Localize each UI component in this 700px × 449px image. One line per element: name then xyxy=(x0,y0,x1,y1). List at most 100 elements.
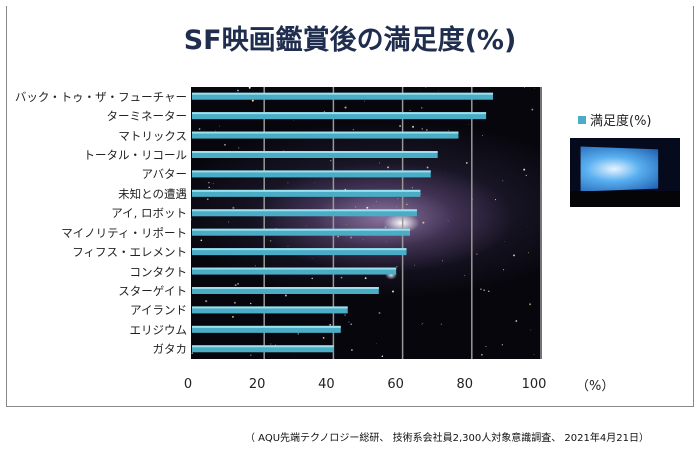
star xyxy=(329,159,332,162)
star xyxy=(502,180,504,182)
x-axis-unit: （%） xyxy=(576,379,615,394)
star xyxy=(533,354,535,355)
star xyxy=(421,107,423,109)
star xyxy=(287,245,289,247)
star xyxy=(340,276,343,279)
star xyxy=(238,147,240,149)
star xyxy=(447,220,449,222)
bar xyxy=(192,287,379,294)
star xyxy=(480,353,483,356)
bar xyxy=(192,92,494,100)
star xyxy=(233,301,236,304)
star xyxy=(523,87,525,88)
bar xyxy=(192,325,341,333)
bar xyxy=(192,209,417,217)
y-tick-label: マイノリティ・リポート xyxy=(61,225,187,240)
y-tick-label: マトリックス xyxy=(118,128,187,143)
star xyxy=(440,323,442,325)
y-tick-label: アイランド xyxy=(130,303,187,318)
star xyxy=(366,206,369,209)
star xyxy=(480,288,482,290)
star xyxy=(269,240,272,242)
y-tick-label: アバター xyxy=(141,167,187,182)
star xyxy=(464,275,466,276)
x-tick-label: 40 xyxy=(318,377,335,392)
star xyxy=(231,315,234,318)
y-tick-label: コンタクト xyxy=(129,264,188,279)
star xyxy=(513,254,515,257)
bar-highlight xyxy=(192,248,407,251)
star xyxy=(376,343,377,344)
y-tick-label: ターミネーター xyxy=(106,109,188,124)
bar-highlight xyxy=(192,345,334,348)
star xyxy=(249,302,252,305)
star xyxy=(411,187,413,189)
chart-frame xyxy=(6,6,694,407)
star xyxy=(529,303,532,306)
star xyxy=(350,323,352,325)
bar-highlight xyxy=(192,209,417,212)
star xyxy=(528,252,530,254)
star xyxy=(208,182,210,184)
bar xyxy=(192,131,459,139)
star xyxy=(224,143,226,146)
star xyxy=(421,324,423,326)
star xyxy=(426,129,428,131)
star xyxy=(274,344,276,346)
bar xyxy=(192,248,407,256)
bar xyxy=(192,267,397,275)
y-tick-label: エリジウム xyxy=(129,322,188,337)
bar-highlight xyxy=(192,267,397,270)
bar-highlight xyxy=(192,112,487,115)
star xyxy=(530,329,532,331)
star xyxy=(205,300,208,303)
star xyxy=(501,344,503,346)
star xyxy=(504,241,506,242)
star xyxy=(314,181,315,183)
plot-area xyxy=(191,87,542,359)
star xyxy=(396,266,398,268)
star xyxy=(437,90,439,92)
star xyxy=(287,182,289,184)
bar-highlight xyxy=(192,189,421,192)
star xyxy=(523,168,526,171)
bar-highlight xyxy=(192,131,459,134)
star xyxy=(362,239,364,240)
star xyxy=(277,218,279,219)
bar xyxy=(192,345,334,353)
star xyxy=(472,198,473,200)
star xyxy=(381,355,384,358)
bar xyxy=(192,151,438,158)
star xyxy=(363,100,365,102)
cinema-image xyxy=(570,138,680,207)
star xyxy=(406,203,408,205)
star xyxy=(329,323,332,326)
star xyxy=(442,260,444,262)
star xyxy=(483,289,485,292)
star xyxy=(219,125,221,127)
bar-highlight xyxy=(192,151,438,153)
star xyxy=(503,269,505,271)
star xyxy=(232,206,235,209)
star xyxy=(191,218,192,221)
bar-highlight xyxy=(192,287,379,289)
star xyxy=(270,343,272,345)
star xyxy=(237,283,239,285)
source-note: （ AQU先端テクノロジー総研、 技術系会社員2,300人対象意識調査、 202… xyxy=(245,433,649,444)
legend-swatch xyxy=(578,115,586,124)
star xyxy=(422,323,424,324)
star xyxy=(385,240,387,242)
chart-title: SF映画鑑賞後の満足度(%) xyxy=(183,25,517,56)
legend-label: 満足度(%) xyxy=(590,114,652,129)
star xyxy=(378,162,380,164)
star xyxy=(293,120,295,121)
star xyxy=(228,221,230,223)
star xyxy=(255,265,256,267)
legend: 満足度(%) xyxy=(578,110,652,129)
star xyxy=(494,199,497,201)
star xyxy=(198,128,201,130)
star xyxy=(447,130,449,131)
star xyxy=(485,345,487,348)
bar xyxy=(192,228,410,236)
star xyxy=(414,264,415,266)
